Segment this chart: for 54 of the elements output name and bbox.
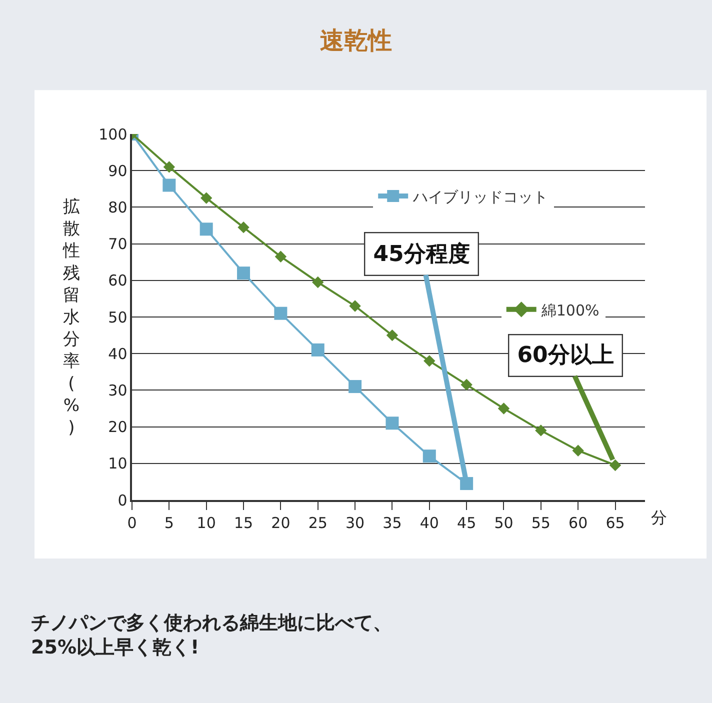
x-tick-label: 60: [568, 514, 588, 532]
point: [162, 178, 176, 192]
y-tick-label: 30: [108, 381, 128, 400]
x-axis-title: 分: [651, 508, 667, 527]
point: [460, 378, 472, 391]
point: [609, 459, 622, 472]
point: [163, 161, 176, 173]
x-tick-label: 15: [234, 514, 254, 532]
point: [274, 250, 287, 262]
point: [311, 343, 324, 356]
x-tick-label: 30: [345, 514, 365, 532]
y-tick-label: 10: [108, 454, 128, 473]
x-tick-label: 45: [457, 514, 476, 532]
point: [200, 222, 213, 236]
annotation: 45分程度: [373, 241, 470, 268]
point: [386, 416, 399, 430]
x-tick-label: 55: [531, 514, 550, 532]
y-tick-label: 60: [108, 272, 128, 290]
point: [424, 355, 436, 367]
point: [498, 402, 510, 414]
x-tick-label: 35: [382, 514, 402, 532]
point: [274, 306, 288, 320]
y-tick-label: 0: [118, 491, 128, 510]
y-tick-label: 100: [98, 125, 128, 144]
point: [312, 276, 324, 288]
point: [348, 380, 362, 394]
x-tick-label: 65: [606, 514, 625, 532]
annotation: 60分以上: [517, 343, 614, 368]
point: [237, 266, 250, 280]
point: [200, 192, 212, 204]
legend-label: ハイブリッドコット: [412, 188, 548, 206]
y-tick-label: 90: [108, 162, 128, 180]
x-tick-label: 5: [164, 514, 174, 532]
point: [422, 450, 436, 463]
chart-title: 速乾性: [320, 26, 392, 54]
y-tick-label: 50: [108, 308, 128, 326]
x-tick-label: 40: [420, 514, 439, 532]
y-tick-label: 40: [108, 344, 128, 363]
point: [572, 444, 584, 456]
y-tick-label: 80: [108, 198, 128, 216]
text: チノパンで多く使われる綿生地に比べて、 25%以上早く乾く!: [31, 612, 392, 659]
x-tick-label: 20: [271, 514, 290, 532]
point: [535, 424, 547, 436]
legend-label: 綿100%: [540, 301, 600, 320]
x-tick-label: 10: [196, 514, 216, 532]
y-tick-label: 20: [108, 418, 128, 436]
point: [349, 300, 361, 312]
text: 拡散性残留水分率(%): [63, 197, 80, 438]
point: [460, 477, 474, 490]
y-tick-label: 70: [108, 235, 128, 254]
point: [238, 221, 250, 234]
x-tick-label: 50: [494, 514, 514, 532]
x-tick-label: 25: [308, 514, 328, 532]
point: [386, 329, 398, 342]
